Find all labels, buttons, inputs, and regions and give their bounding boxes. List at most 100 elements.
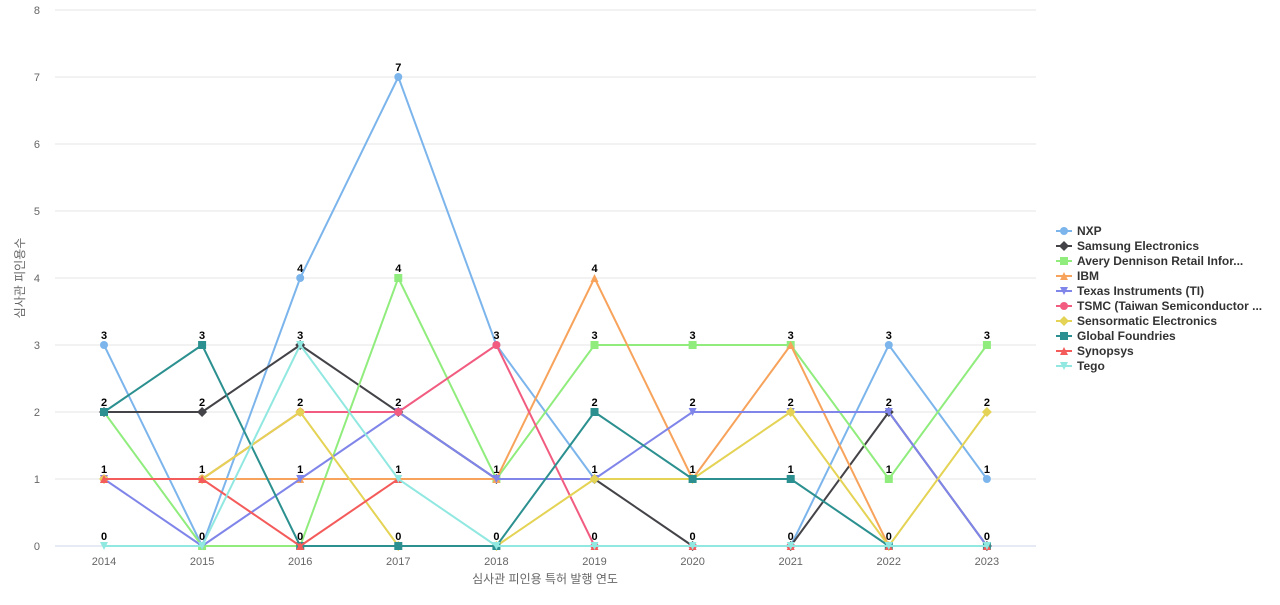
- data-label: 2: [199, 397, 205, 409]
- data-point: [884, 475, 893, 483]
- data-label: 0: [984, 531, 990, 543]
- legend-marker: [1060, 302, 1068, 310]
- data-point: [394, 73, 403, 81]
- x-tick-label: 2015: [190, 556, 214, 568]
- legend-marker: [1060, 227, 1068, 235]
- data-point: [296, 274, 305, 282]
- legend-marker: [1060, 362, 1068, 370]
- data-point: [785, 407, 796, 417]
- data-point: [100, 408, 108, 416]
- legend-item[interactable]: Avery Dennison Retail Infor...: [1056, 254, 1243, 268]
- data-label: 0: [297, 531, 303, 543]
- data-point: [492, 341, 501, 349]
- data-label: 2: [788, 397, 794, 409]
- legend-label: Tego: [1077, 359, 1105, 373]
- legend-item[interactable]: NXP: [1056, 224, 1102, 238]
- legend-label: NXP: [1077, 224, 1102, 238]
- legend-item[interactable]: Global Foundries: [1056, 329, 1176, 343]
- data-point: [590, 542, 599, 550]
- data-point: [100, 542, 108, 550]
- y-tick-label: 7: [34, 72, 40, 84]
- y-tick-label: 2: [34, 407, 40, 419]
- y-tick-label: 4: [34, 273, 40, 285]
- legend-label: Synopsys: [1077, 344, 1134, 358]
- legend-label: Samsung Electronics: [1077, 239, 1199, 253]
- data-label: 1: [297, 464, 303, 476]
- data-label: 4: [395, 263, 402, 275]
- legend-item[interactable]: Texas Instruments (TI): [1056, 284, 1204, 298]
- legend-label: IBM: [1077, 269, 1099, 283]
- legend-item[interactable]: Sensormatic Electronics: [1056, 314, 1217, 328]
- data-label: 1: [101, 464, 107, 476]
- legend-item[interactable]: Tego: [1056, 359, 1105, 373]
- data-label: 1: [788, 464, 794, 476]
- data-label: 0: [395, 531, 401, 543]
- data-label: 3: [493, 330, 499, 342]
- x-tick-label: 2021: [778, 556, 802, 568]
- legend-item[interactable]: Samsung Electronics: [1056, 239, 1199, 253]
- data-label: 1: [886, 464, 892, 476]
- data-point: [982, 475, 991, 483]
- data-label: 3: [297, 330, 303, 342]
- y-tick-label: 5: [34, 206, 40, 218]
- data-point: [590, 408, 599, 416]
- data-label: 3: [591, 330, 597, 342]
- data-label: 3: [788, 330, 794, 342]
- legend-label: Texas Instruments (TI): [1077, 284, 1204, 298]
- legend-item[interactable]: TSMC (Taiwan Semiconductor ...: [1056, 299, 1262, 313]
- data-point: [688, 408, 697, 416]
- data-label: 0: [101, 531, 107, 543]
- legend-item[interactable]: IBM: [1056, 269, 1099, 283]
- data-label: 3: [984, 330, 990, 342]
- data-point: [981, 407, 992, 417]
- data-point: [394, 408, 403, 416]
- series-line: [103, 277, 988, 547]
- x-tick-label: 2022: [877, 556, 901, 568]
- data-label: 3: [199, 330, 205, 342]
- data-point: [884, 341, 893, 349]
- data-point: [884, 542, 893, 550]
- data-label: 1: [493, 464, 499, 476]
- legend-marker: [1059, 316, 1069, 326]
- data-label: 4: [591, 263, 598, 275]
- data-labels: 3210321043210742103104321032103210321032…: [101, 62, 990, 543]
- data-point: [492, 475, 501, 483]
- data-point: [590, 341, 599, 349]
- legend-marker: [1060, 287, 1068, 295]
- data-label: 0: [493, 531, 499, 543]
- data-label: 7: [395, 62, 401, 74]
- data-label: 0: [591, 531, 597, 543]
- data-label: 2: [395, 397, 401, 409]
- series-10: [100, 341, 991, 550]
- series-line: [103, 344, 988, 547]
- data-point: [394, 475, 403, 483]
- legend-item[interactable]: Synopsys: [1056, 344, 1134, 358]
- y-axis-ticks: 0 1 2 3 4 5 6 7 8: [34, 5, 40, 553]
- data-label: 2: [101, 397, 107, 409]
- data-point: [100, 341, 108, 349]
- legend-label: TSMC (Taiwan Semiconductor ...: [1077, 299, 1262, 313]
- series-6: [100, 341, 991, 550]
- data-label: 1: [591, 464, 597, 476]
- legend-marker: [1060, 332, 1068, 340]
- data-point: [982, 341, 991, 349]
- legend-marker: [1060, 272, 1068, 280]
- data-label: 4: [297, 263, 304, 275]
- data-label: 0: [886, 531, 892, 543]
- y-tick-label: 1: [34, 474, 40, 486]
- y-axis-title: 심사관 피인용수: [13, 238, 27, 319]
- data-point: [197, 407, 208, 417]
- data-label: 1: [984, 464, 990, 476]
- data-point: [198, 475, 207, 483]
- data-point: [982, 542, 991, 550]
- series-line: [103, 344, 988, 547]
- data-label: 1: [690, 464, 696, 476]
- data-point: [100, 475, 108, 483]
- legend-label: Avery Dennison Retail Infor...: [1077, 254, 1243, 268]
- data-point: [198, 542, 207, 550]
- data-label: 1: [199, 464, 205, 476]
- data-point: [296, 341, 305, 349]
- data-point: [394, 274, 403, 282]
- data-label: 3: [886, 330, 892, 342]
